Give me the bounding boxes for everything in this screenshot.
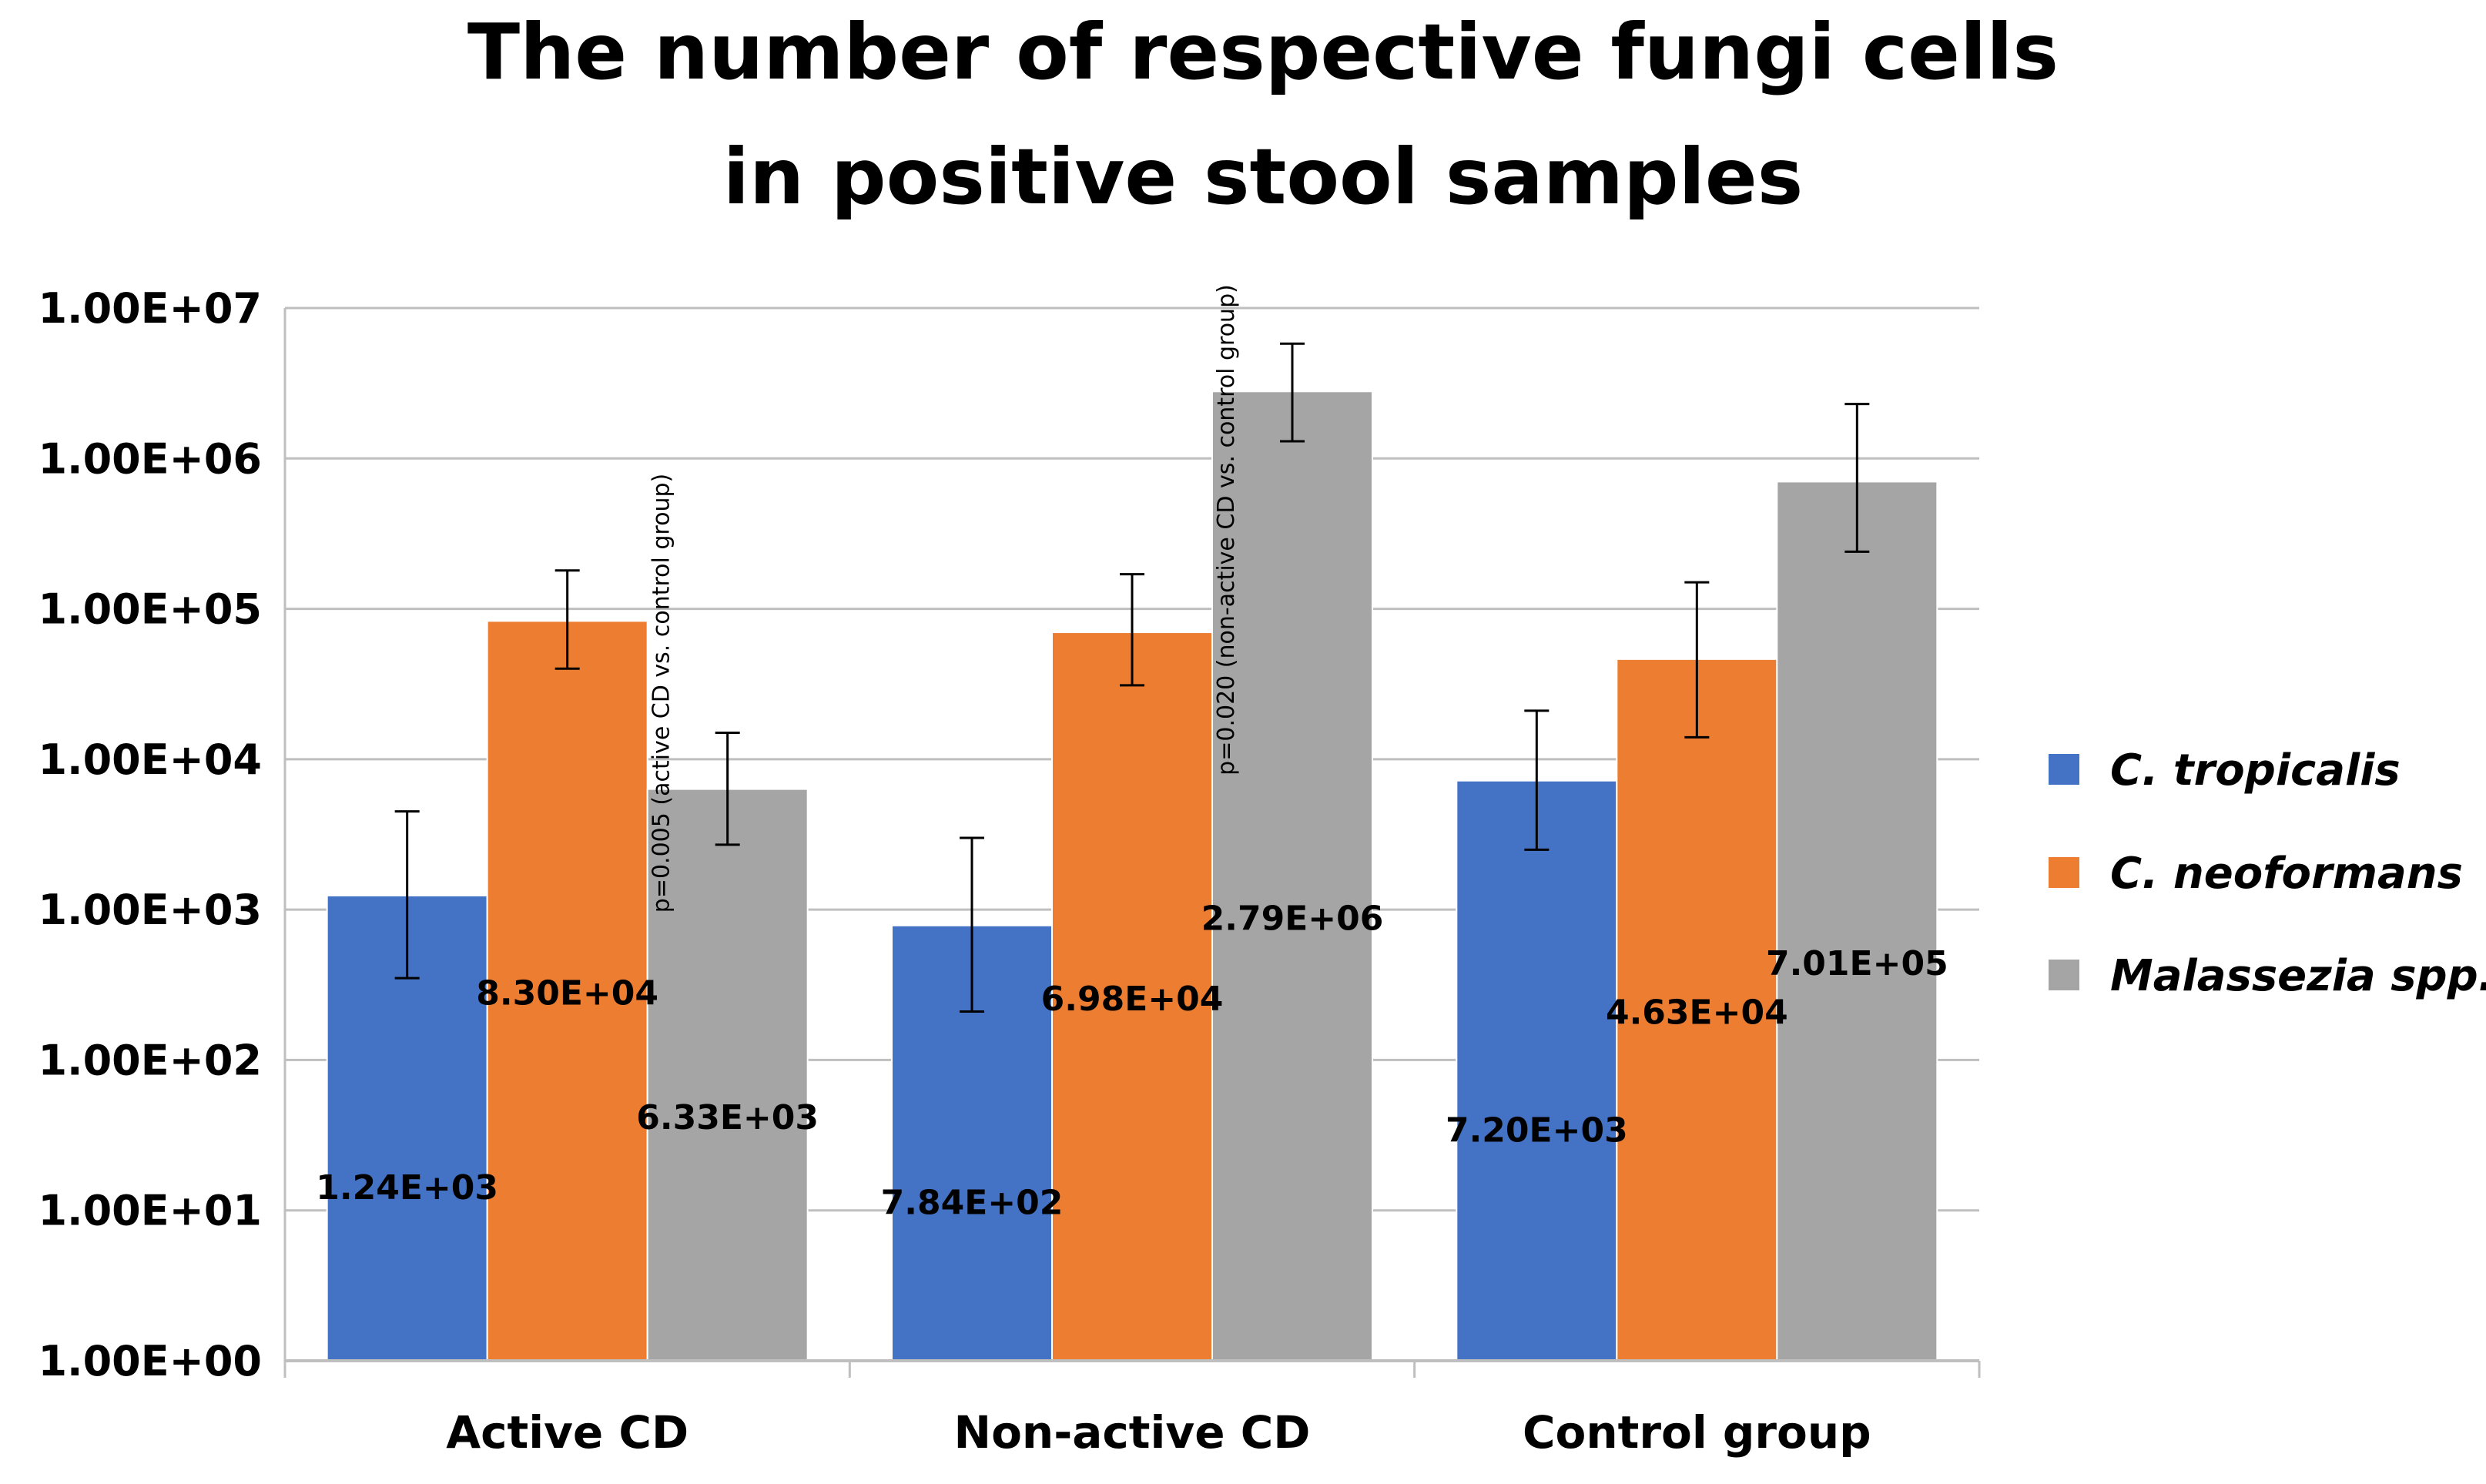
bar [1211, 390, 1373, 1362]
bar [1456, 779, 1618, 1362]
x-tick-label: Active CD [446, 1406, 689, 1459]
p-value-annotation: p=0.020 (non-active CD vs. control group… [1213, 284, 1240, 775]
bars [326, 390, 1938, 1362]
annotations: p=0.005 (active CD vs. control group) p=0… [648, 284, 1240, 913]
x-tick-label: Control group [1523, 1406, 1871, 1459]
data-label: 1.24E+03 [316, 1168, 498, 1208]
legend-swatch [2049, 857, 2079, 888]
error-bars [394, 342, 1870, 1013]
legend-label: C. neoformans [2110, 849, 2463, 899]
chart-title-line-2: in positive stool samples [723, 132, 1804, 222]
y-tick-label: 1.00E+04 [38, 735, 262, 784]
y-tick-label: 1.00E+07 [38, 284, 262, 333]
data-label: 6.98E+04 [1041, 980, 1224, 1019]
y-tick-label: 1.00E+03 [38, 886, 262, 934]
y-tick-label: 1.00E+01 [38, 1187, 262, 1235]
data-label: 8.30E+04 [476, 974, 658, 1013]
bar [1051, 631, 1213, 1362]
x-axis-labels: Active CD Non-active CD Control group [446, 1406, 1871, 1459]
data-label: 7.01E+05 [1766, 944, 1948, 983]
data-label: 7.84E+02 [881, 1183, 1064, 1222]
data-labels: 1.24E+03 8.30E+04 6.33E+03 7.84E+02 6.98E+04… [316, 899, 1948, 1223]
data-label: 7.20E+03 [1446, 1110, 1628, 1150]
p-value-annotation: p=0.005 (active CD vs. control group) [648, 474, 675, 913]
bar [646, 788, 809, 1362]
legend-swatch [2049, 754, 2079, 785]
legend-label: Malassezia spp. [2110, 951, 2486, 1001]
legend-swatch [2049, 960, 2079, 990]
y-tick-label: 1.00E+00 [38, 1337, 262, 1385]
y-tick-label: 1.00E+02 [38, 1036, 262, 1084]
y-tick-label: 1.00E+05 [38, 585, 262, 634]
legend: C. tropicalis C. neoformans Malassezia spp… [2049, 745, 2486, 1001]
bar [486, 620, 648, 1362]
legend-label: C. tropicalis [2110, 745, 2401, 796]
y-axis-labels: 1.00E+00 1.00E+01 1.00E+02 1.00E+03 1.00E+04… [38, 284, 262, 1385]
data-label: 2.79E+06 [1201, 899, 1384, 939]
axes [283, 308, 1981, 1378]
x-tick-label: Non-active CD [954, 1406, 1311, 1459]
bar [1616, 658, 1778, 1362]
y-tick-label: 1.00E+06 [38, 434, 262, 483]
data-label: 6.33E+03 [636, 1098, 819, 1137]
bar [1776, 481, 1938, 1362]
chart-title-line-1: The number of respective fungi cells [467, 7, 2059, 97]
data-label: 4.63E+04 [1606, 993, 1788, 1032]
